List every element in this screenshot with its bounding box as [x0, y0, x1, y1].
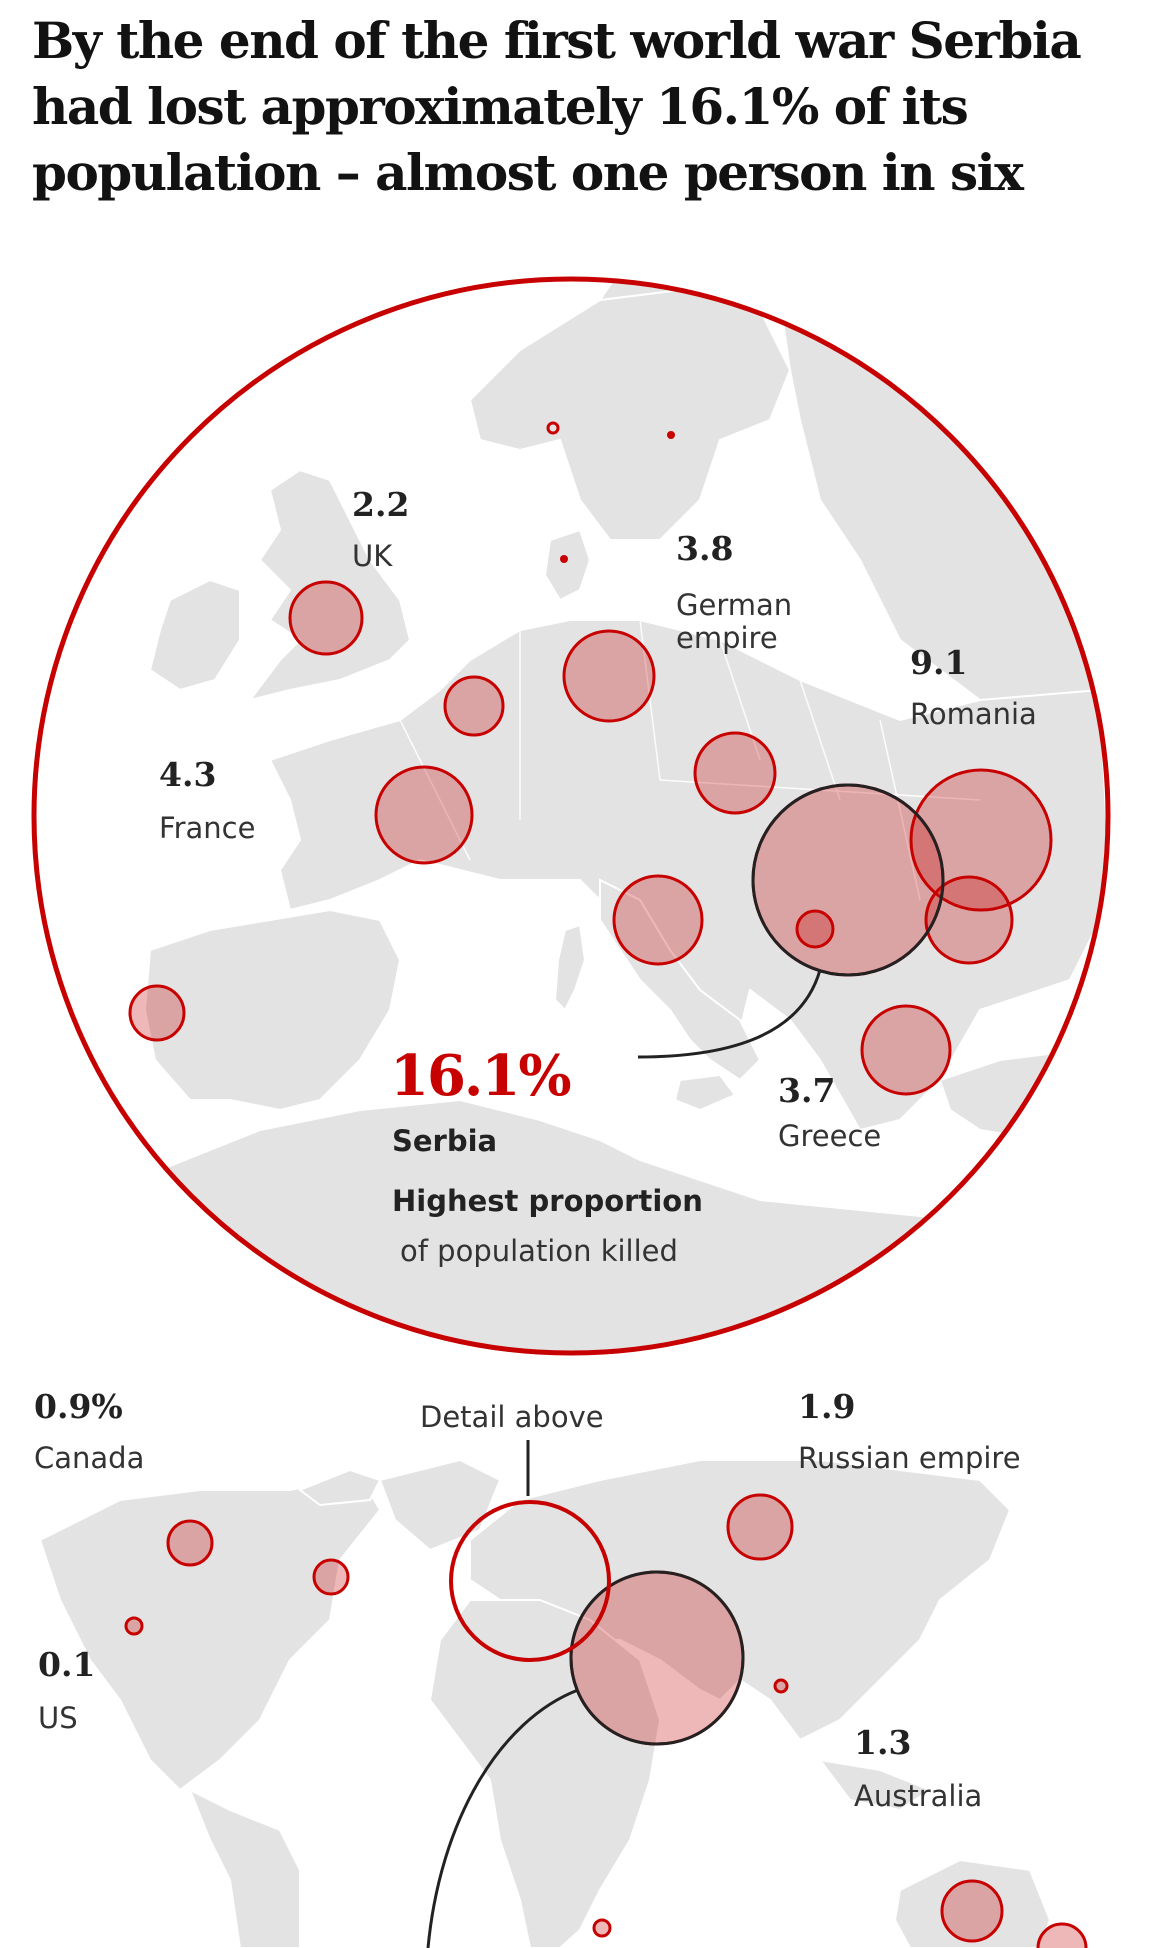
bubble-india	[773, 1678, 789, 1694]
australia-label: Australia	[854, 1779, 983, 1813]
bubble-newfoundland	[312, 1558, 350, 1596]
bubble-romania	[909, 768, 1053, 912]
bubble-portugal	[128, 984, 186, 1042]
europe-detail-ring	[31, 276, 1111, 1356]
bubble-new-zealand	[1036, 1922, 1088, 1948]
bubble-germany	[562, 629, 656, 723]
bubble-france	[374, 765, 474, 865]
serbia-note-sub: of population killed	[400, 1234, 678, 1268]
bubble-austria-hungary	[693, 731, 777, 815]
australia-value: 1.3	[854, 1723, 912, 1762]
europe-locator-ring	[449, 1500, 611, 1662]
bubble-bulgaria	[924, 875, 1014, 965]
ottoman-highlight-ring	[569, 1570, 745, 1746]
canada-label: Canada	[34, 1441, 145, 1475]
uk-value: 2.2	[352, 485, 410, 524]
france-value: 4.3	[159, 755, 217, 794]
bubble-greece	[860, 1004, 952, 1096]
russian-empire-value: 1.9	[798, 1387, 856, 1426]
us-value: 0.1	[38, 1645, 96, 1684]
europe-bubbles	[128, 580, 1053, 1096]
bubble-belgium	[443, 675, 505, 737]
france-label: France	[159, 811, 256, 845]
canada-value: 0.9%	[34, 1387, 123, 1426]
russian-empire-label: Russian empire	[798, 1441, 1021, 1475]
page-title: By the end of the first world war Serbia…	[32, 11, 1082, 202]
serbia-note-heading: Highest proportion	[392, 1184, 703, 1218]
small-dots-europe	[546, 421, 675, 563]
romania-label: Romania	[910, 697, 1037, 731]
greece-value: 3.7	[778, 1071, 836, 1110]
bubble-canada	[166, 1519, 214, 1567]
world-landmass	[38, 1458, 1052, 1948]
german-empire-label: German empire	[676, 588, 793, 656]
bubble-australia	[940, 1879, 1004, 1943]
us-label: US	[38, 1701, 78, 1735]
bubble-montenegro	[795, 909, 835, 949]
bubble-russia	[726, 1493, 794, 1561]
german-empire-value: 3.8	[676, 529, 734, 568]
detail-above-label: Detail above	[420, 1400, 604, 1434]
serbia-value: 16.1%	[390, 1043, 572, 1109]
ottoman-pointer-line	[426, 1688, 579, 1948]
greece-label: Greece	[778, 1119, 882, 1153]
bubble-us	[124, 1616, 144, 1636]
bubble-uk	[288, 580, 364, 656]
serbia-highlight-ring	[751, 783, 945, 977]
serbia-pointer-line	[637, 969, 822, 1059]
serbia-label: Serbia	[392, 1124, 498, 1158]
uk-label: UK	[352, 539, 393, 573]
bubble-italy	[612, 874, 704, 966]
bubble-south-africa	[592, 1918, 612, 1938]
romania-value: 9.1	[910, 643, 968, 682]
